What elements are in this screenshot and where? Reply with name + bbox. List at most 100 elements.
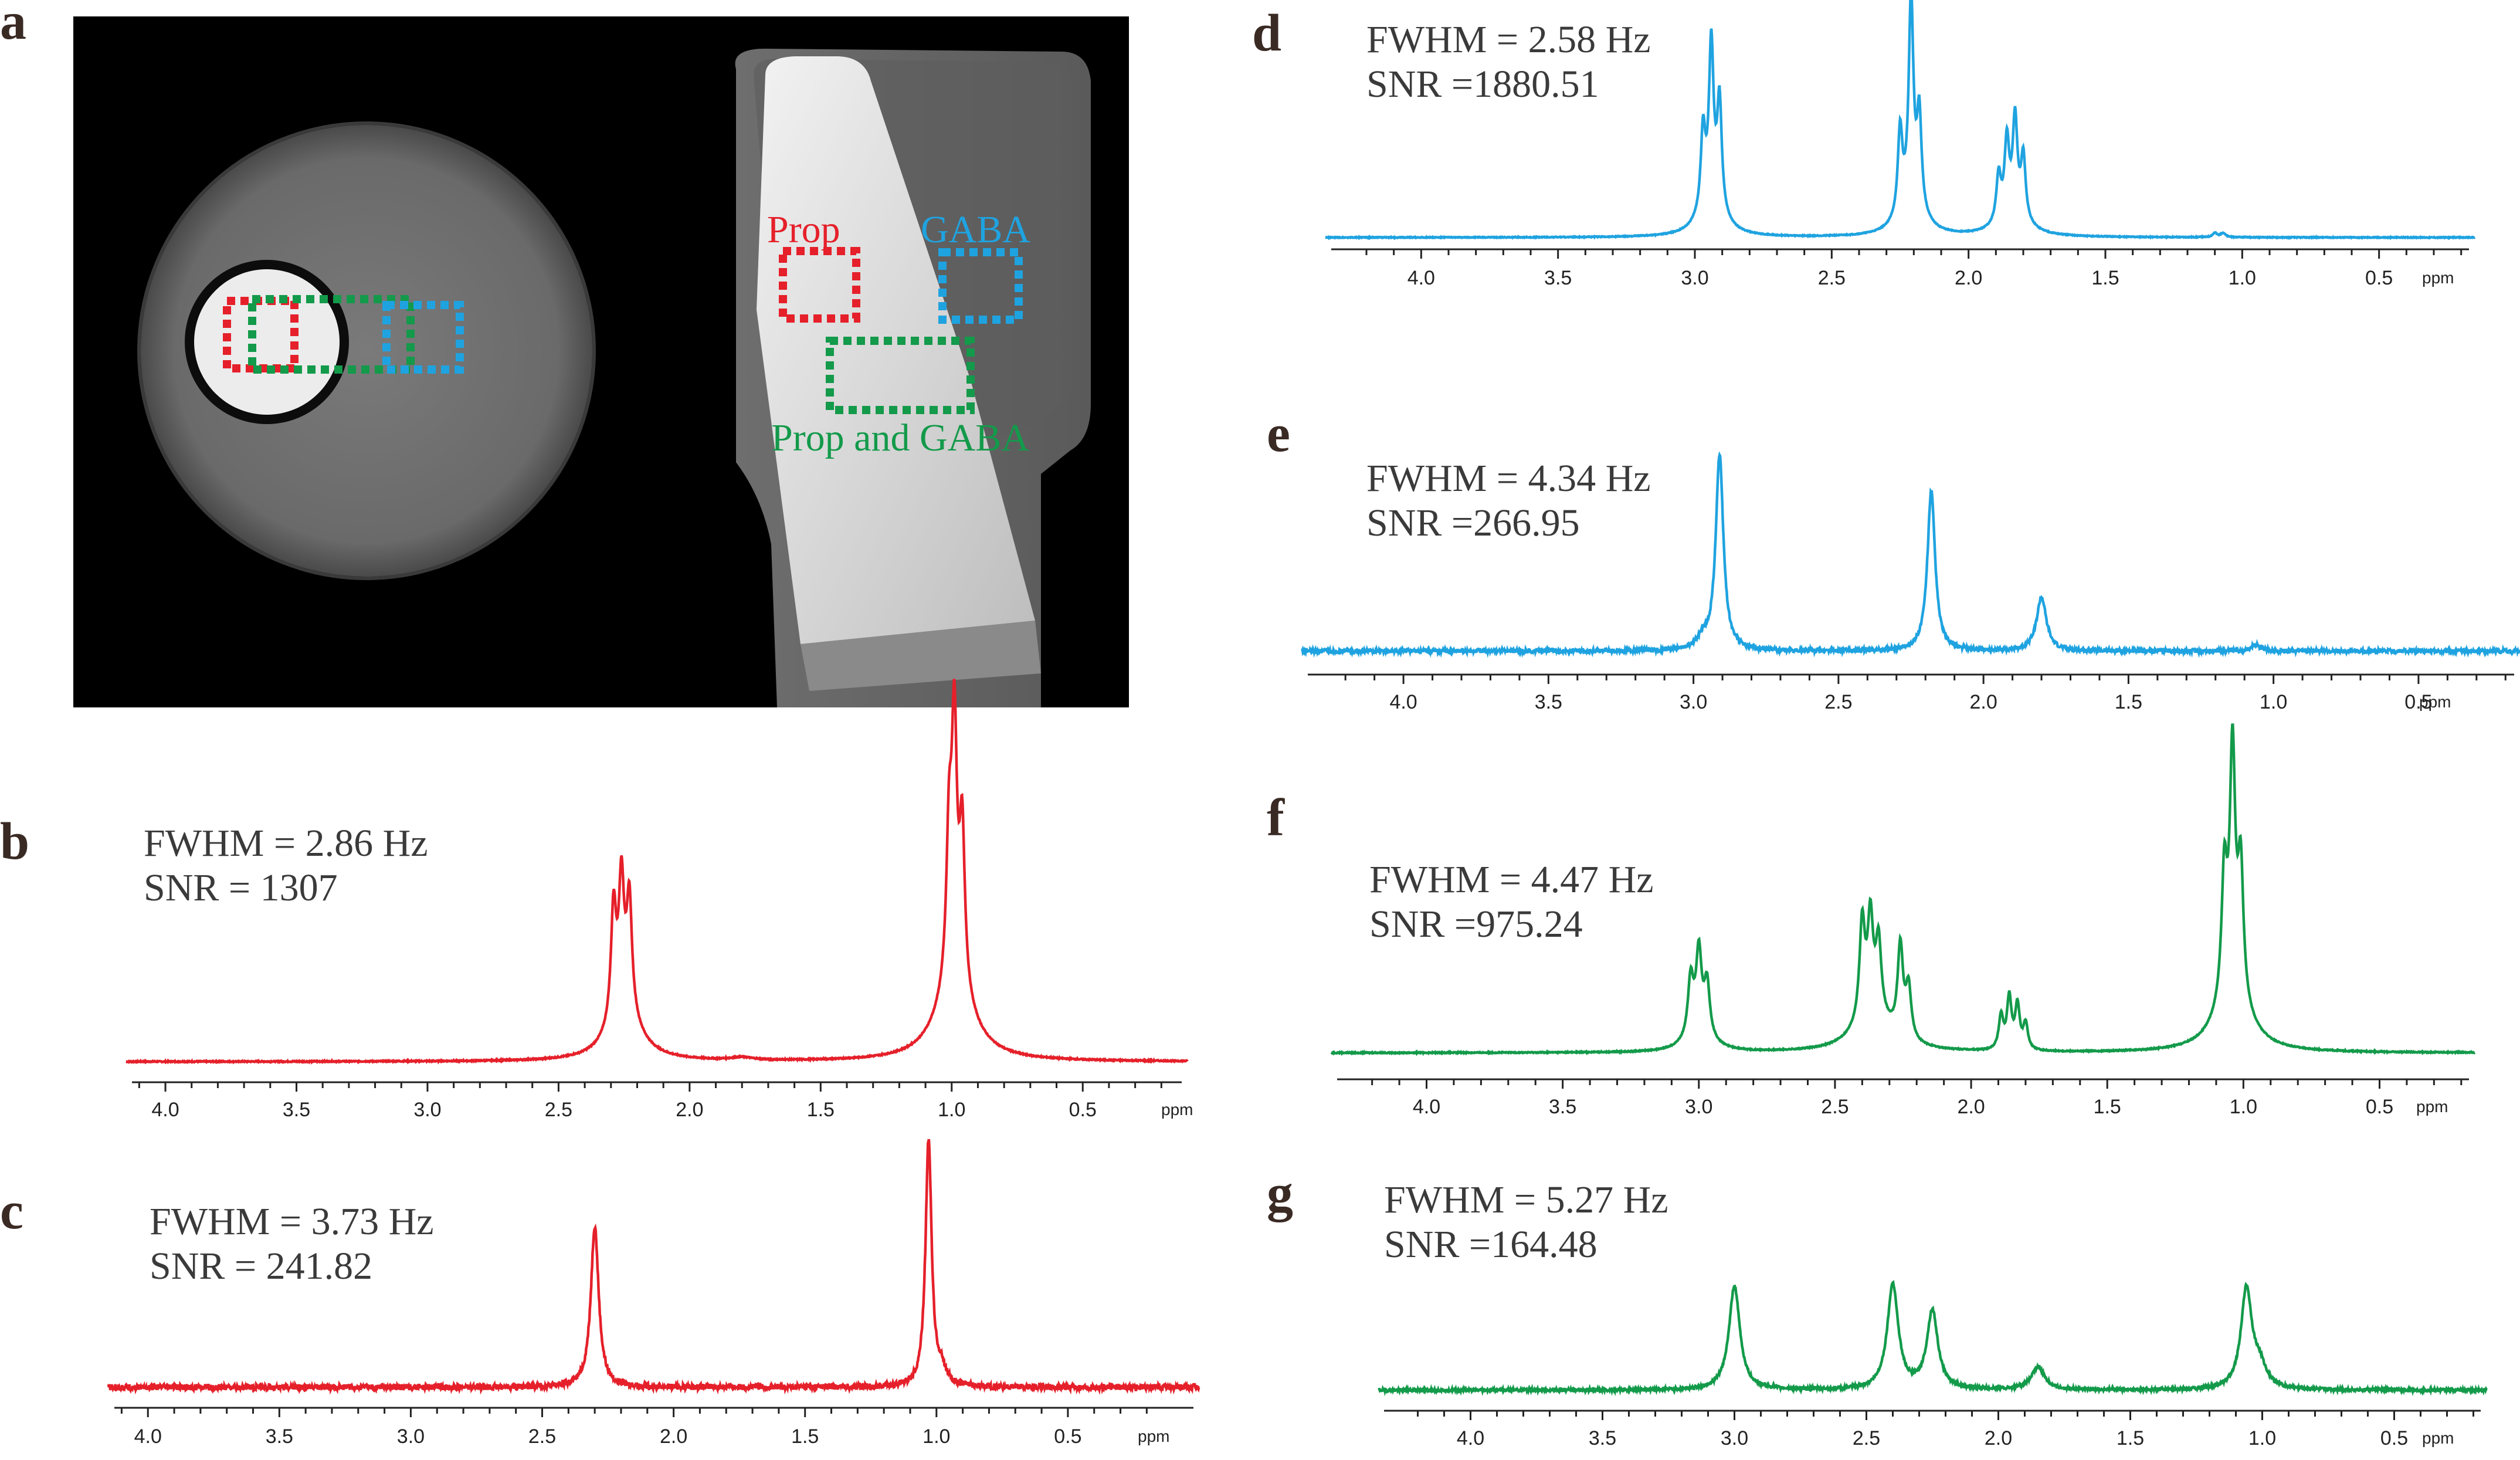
tick-label: 2.0 — [660, 1425, 687, 1448]
spectrum-c: 4.0 3.5 3.0 2.5 2.0 1.5 1.0 0.5 ppm — [107, 1139, 1200, 1448]
tick-label: 4.0 — [1389, 691, 1417, 713]
mri-image: Prop GABA Prop and GABA — [73, 16, 1129, 707]
tick-label: 2.5 — [1824, 691, 1852, 713]
tick-label: 4.0 — [1413, 1096, 1440, 1118]
tick-label: 4.0 — [151, 1099, 179, 1121]
roi-gaba-left — [382, 301, 464, 374]
panel-label-e: e — [1267, 405, 1290, 463]
spectrum-line — [1330, 723, 2476, 1056]
fwhm-e: FWHM = 4.34 Hz — [1366, 457, 1651, 500]
annotation-b: FWHM = 2.86 Hz SNR = 1307 — [144, 821, 428, 910]
axis-unit-label: ppm — [2422, 1429, 2454, 1447]
tick-label: 3.0 — [397, 1425, 425, 1448]
tick-label: 1.5 — [2115, 691, 2142, 713]
axis-unit-label: ppm — [1138, 1427, 1169, 1445]
panel-label-f: f — [1267, 789, 1284, 847]
tick-label: 3.0 — [1721, 1427, 1748, 1449]
annotation-e: FWHM = 4.34 Hz SNR =266.95 — [1366, 456, 1651, 546]
spectrum-d: 4.0 3.5 3.0 2.5 2.0 1.5 1.0 0.5 ppm — [1325, 0, 2476, 289]
roi-prop-gaba-left — [248, 295, 415, 374]
spectrum-g: 4.0 3.5 3.0 2.5 2.0 1.5 1.0 0.5 ppm — [1378, 1280, 2488, 1449]
fwhm-b: FWHM = 2.86 Hz — [144, 822, 428, 865]
axis-unit-label: ppm — [2422, 269, 2454, 287]
annotation-c: FWHM = 3.73 Hz SNR = 241.82 — [150, 1200, 434, 1289]
panel-label-c: c — [0, 1182, 23, 1240]
tick-label: 1.5 — [2117, 1427, 2144, 1449]
tick-label: 3.5 — [266, 1425, 293, 1448]
tick-label: 4.0 — [1457, 1427, 1484, 1449]
spectrum-line — [1325, 0, 2476, 240]
snr-c: SNR = 241.82 — [150, 1244, 373, 1288]
tick-label: 2.0 — [1957, 1096, 1985, 1118]
tick-label: 1.5 — [2094, 1096, 2121, 1118]
tick-label: 1.0 — [2248, 1427, 2276, 1449]
phantom-inner-vial — [194, 269, 340, 415]
tick-label: 3.0 — [1685, 1096, 1712, 1118]
spectrum-f: 4.0 3.5 3.0 2.5 2.0 1.5 1.0 0.5 ppm — [1330, 723, 2476, 1118]
tick-label: 2.0 — [676, 1099, 703, 1121]
tick-label: 2.0 — [1969, 691, 1997, 713]
tick-label: 3.5 — [1589, 1427, 1616, 1449]
spectrum-b: 4.0 3.5 3.0 2.5 2.0 1.5 1.0 0.5 ppm — [126, 679, 1193, 1121]
tick-label: 1.0 — [922, 1425, 950, 1448]
phantom-outer — [141, 125, 592, 577]
tick-label: 3.5 — [1535, 691, 1562, 713]
tick-label: 0.5 — [1069, 1099, 1097, 1121]
fwhm-g: FWHM = 5.27 Hz — [1384, 1178, 1668, 1221]
tick-label: 3.0 — [413, 1099, 441, 1121]
roi-gaba-right — [938, 248, 1023, 324]
axis-unit-label: ppm — [2416, 1097, 2448, 1116]
roi-prop-right — [779, 247, 860, 323]
tick-label: 2.0 — [1955, 267, 1982, 289]
annotation-g: FWHM = 5.27 Hz SNR =164.48 — [1384, 1178, 1668, 1267]
tick-label: 3.0 — [1680, 691, 1707, 713]
sample-tube — [757, 56, 1035, 644]
snr-b: SNR = 1307 — [144, 866, 338, 909]
spectrum-line — [1300, 451, 2520, 658]
tick-label: 3.5 — [283, 1099, 310, 1121]
tick-label: 0.5 — [2380, 1427, 2408, 1449]
tick-label: 2.5 — [545, 1099, 572, 1121]
tick-label: 2.5 — [1818, 267, 1846, 289]
tick-label: 1.0 — [938, 1099, 965, 1121]
snr-f: SNR =975.24 — [1369, 902, 1583, 946]
roi-prop-gaba-right — [826, 337, 975, 414]
tick-label: 0.5 — [2365, 267, 2393, 289]
tick-label: 2.5 — [1853, 1427, 1880, 1449]
tick-label: 3.5 — [1549, 1096, 1576, 1118]
label-gaba: GABA — [921, 208, 1030, 251]
annotation-f: FWHM = 4.47 Hz SNR =975.24 — [1369, 858, 1654, 947]
tick-label: 4.0 — [134, 1425, 162, 1448]
tick-label: 1.0 — [2229, 267, 2256, 289]
axis-unit-label: ppm — [2419, 693, 2451, 711]
tick-label: 3.0 — [1681, 267, 1708, 289]
snr-g: SNR =164.48 — [1384, 1222, 1598, 1266]
tick-label: 0.5 — [2366, 1096, 2393, 1118]
tick-label: 0.5 — [2404, 691, 2432, 713]
tick-label: 2.0 — [1985, 1427, 2012, 1449]
tick-label: 1.0 — [2260, 691, 2287, 713]
tick-label: 1.5 — [791, 1425, 819, 1448]
annotation-d: FWHM = 2.58 Hz SNR =1880.51 — [1366, 18, 1651, 107]
fwhm-c: FWHM = 3.73 Hz — [150, 1200, 434, 1243]
snr-d: SNR =1880.51 — [1366, 62, 1599, 106]
tick-label: 2.5 — [1821, 1096, 1849, 1118]
panel-label-b: b — [0, 812, 30, 870]
panel-label-d: d — [1252, 4, 1282, 62]
spectrum-line — [107, 1139, 1200, 1395]
fwhm-f: FWHM = 4.47 Hz — [1369, 858, 1654, 901]
label-prop: Prop — [767, 208, 840, 251]
panel-label-a: a — [0, 0, 26, 50]
tick-label: 1.0 — [2230, 1096, 2257, 1118]
tick-label: 1.5 — [807, 1099, 835, 1121]
tick-label: 4.0 — [1407, 267, 1435, 289]
tick-label: 1.5 — [2091, 267, 2119, 289]
tick-label: 0.5 — [1054, 1425, 1081, 1448]
spectrum-line — [1378, 1280, 2488, 1397]
tick-label: 3.5 — [1544, 267, 1572, 289]
axis-unit-label: ppm — [1161, 1100, 1193, 1119]
snr-e: SNR =266.95 — [1366, 501, 1580, 544]
tick-label: 2.5 — [528, 1425, 556, 1448]
panel-label-g: g — [1267, 1164, 1293, 1222]
